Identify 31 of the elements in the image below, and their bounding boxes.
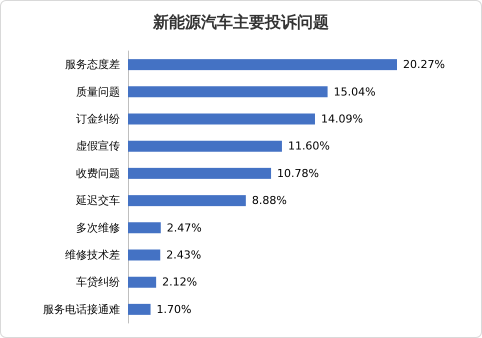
y-tick-label: 多次维修 <box>76 221 120 234</box>
bar <box>128 140 282 152</box>
y-tick-label: 服务电话接通难 <box>43 302 120 316</box>
data-label: 10.78% <box>277 166 320 180</box>
data-label: 2.47% <box>166 221 202 234</box>
y-tick-label: 服务态度差 <box>65 58 120 72</box>
y-tick-label: 延迟交车 <box>75 194 120 208</box>
data-label: 2.43% <box>166 248 202 262</box>
data-label: 1.70% <box>156 302 192 316</box>
data-label: 20.27% <box>403 58 445 72</box>
data-label: 11.60% <box>288 140 330 153</box>
data-label: 14.09% <box>320 112 363 126</box>
y-tick-label: 订金纠纷 <box>76 112 120 126</box>
y-tick-label: 质量问题 <box>76 85 120 98</box>
bar <box>128 250 160 260</box>
y-tick-label: 车贷纠纷 <box>76 276 120 289</box>
data-label: 2.12% <box>162 276 198 289</box>
bar <box>128 304 151 315</box>
bar <box>128 86 328 98</box>
bar <box>128 168 272 179</box>
y-tick-label: 维修技术差 <box>65 248 120 262</box>
bar <box>128 114 315 124</box>
chart-title: 新能源汽车主要投诉问题 <box>152 12 329 32</box>
data-label: 8.88% <box>252 194 287 208</box>
y-tick-label: 虚假宣传 <box>76 140 120 153</box>
y-tick-label: 收费问题 <box>76 166 120 180</box>
bar <box>128 276 156 288</box>
data-label: 15.04% <box>334 85 376 98</box>
bar <box>128 59 397 70</box>
bar <box>128 195 246 206</box>
bar <box>128 222 161 234</box>
